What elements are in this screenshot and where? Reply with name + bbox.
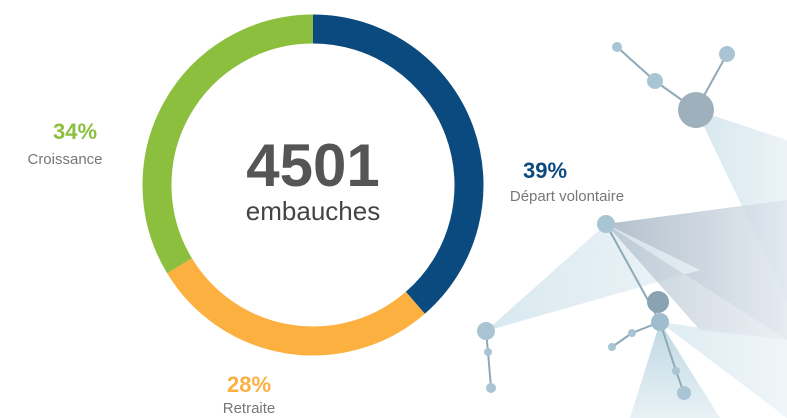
center-value: 4501 bbox=[246, 132, 379, 199]
value-label: 39% bbox=[523, 158, 567, 183]
category-label: Croissance bbox=[27, 151, 102, 168]
decoration bbox=[477, 42, 787, 418]
center-label: embauches bbox=[246, 196, 380, 226]
value-label: 34% bbox=[53, 119, 97, 144]
value-label: 28% bbox=[227, 372, 271, 397]
category-label: Retraite bbox=[223, 400, 276, 417]
donut-segment bbox=[180, 266, 416, 341]
category-label: Départ volontaire bbox=[510, 188, 624, 205]
chart: 4501 embauches 39% Départ volontaire 28% Re… bbox=[0, 0, 787, 418]
